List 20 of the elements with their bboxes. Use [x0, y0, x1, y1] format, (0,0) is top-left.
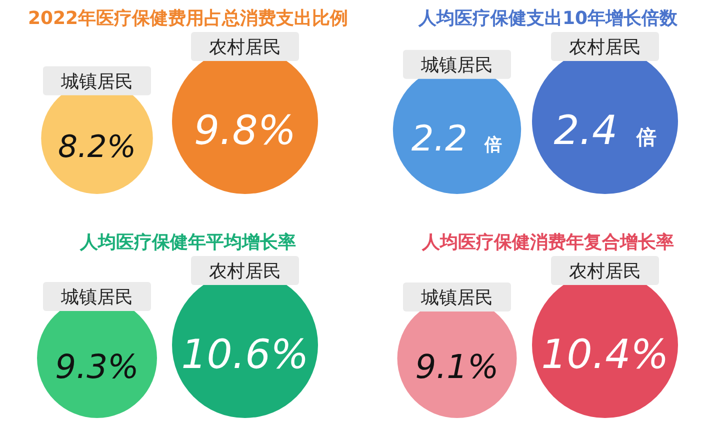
data-label: 9.8% — [194, 108, 296, 154]
data-label: 10.6% — [181, 332, 309, 378]
data-label: 2.4 倍 — [554, 108, 656, 154]
data-label: 2.2 倍 — [411, 118, 503, 160]
text: 人均医疗保健支出10年增长倍数 — [417, 8, 679, 29]
series-label: 农村居民 — [209, 37, 281, 58]
series-label: 农村居民 — [569, 37, 641, 58]
data-label: 8.2% — [58, 129, 136, 166]
series-label: 农村居民 — [209, 261, 281, 282]
series-label: 城镇居民 — [420, 54, 493, 76]
text: 人均医疗保健年平均增长率 — [79, 232, 296, 253]
data-label: 10.4% — [541, 332, 669, 378]
series-label: 城镇居民 — [60, 71, 133, 92]
data-label: 9.3% — [55, 346, 139, 386]
series-label: 城镇居民 — [420, 288, 493, 308]
text: 人均医疗保健消费年复合增长率 — [421, 232, 674, 253]
series-label: 城镇居民 — [60, 287, 133, 308]
data-label: 9.1% — [415, 347, 499, 386]
series-label: 农村居民 — [569, 261, 641, 282]
text: 2022年医疗保健费用占总消费支出比例 — [28, 8, 348, 29]
